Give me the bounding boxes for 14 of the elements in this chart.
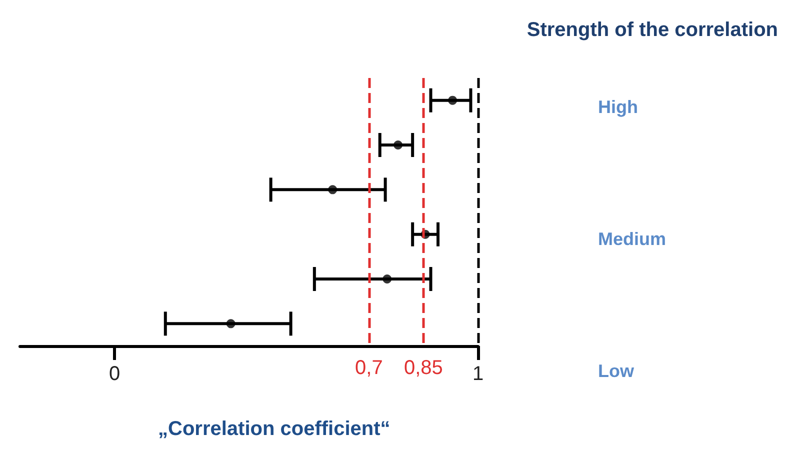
x-tick-label: 1 [472,363,484,385]
x-axis-title: „Correlation coefficient“ [158,418,390,440]
point [328,185,338,194]
text: Strength of the correlation [526,19,778,41]
text: Low [598,361,635,381]
text: High [598,97,638,117]
point [448,96,458,105]
text: Medium [598,229,666,249]
point [226,319,236,328]
ref-line-label: 0,7 [355,357,383,379]
ref-line-label: 0,85 [404,357,443,379]
point [394,140,403,150]
point [382,274,392,284]
x-tick-label: 0 [108,363,120,385]
